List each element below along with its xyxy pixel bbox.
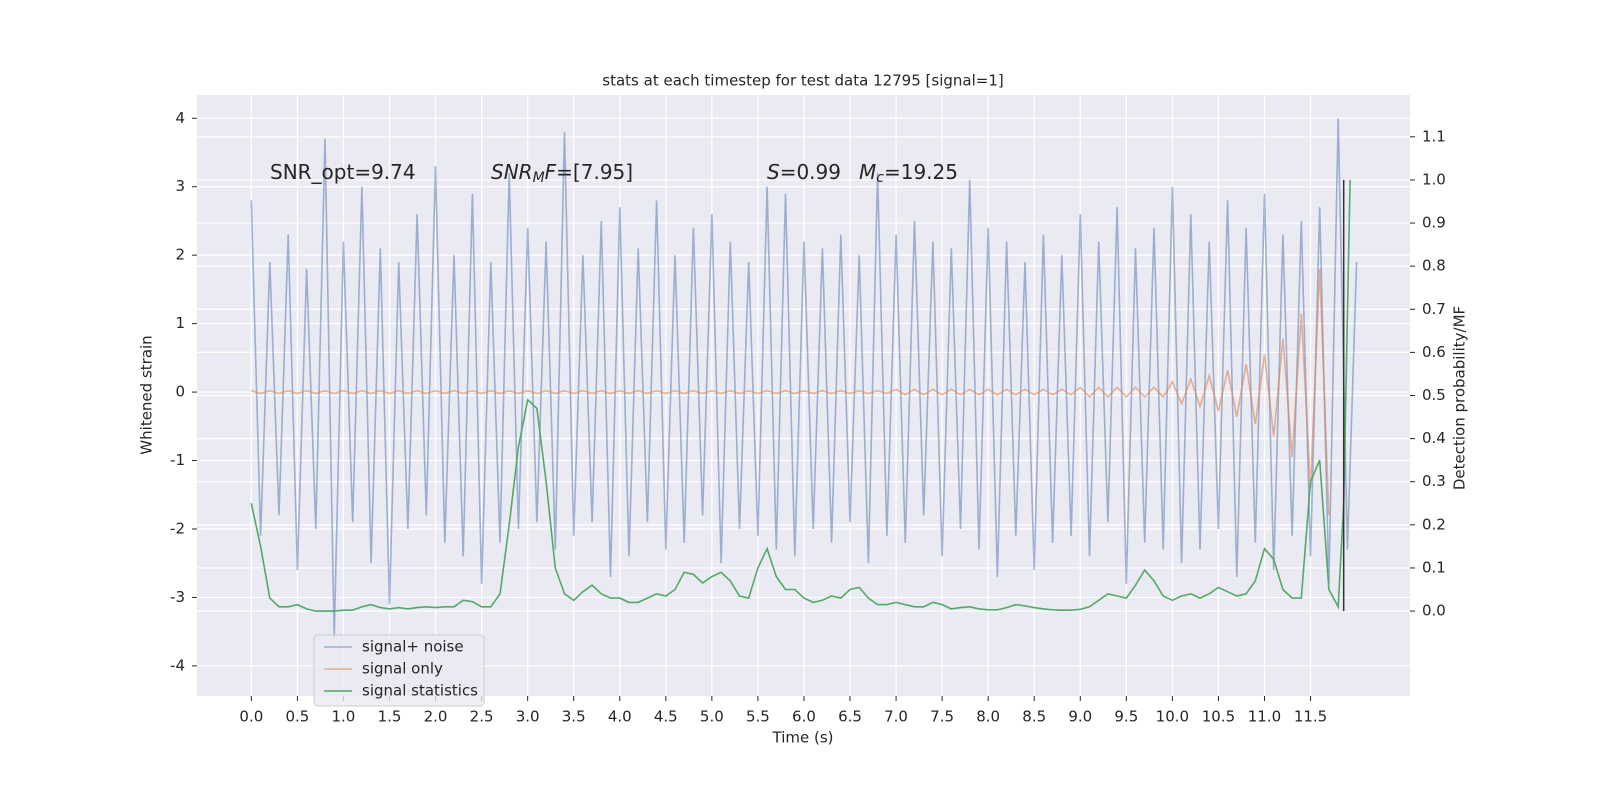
y-tick-label: 1 — [175, 314, 185, 332]
axes: 0.0 0.5 1.0 1.5 2.0 2.5 3.0 3.5 4.0 4.5 5.0 5.5 6.0 6… — [170, 109, 1446, 726]
x-tick-label: 8.5 — [1022, 708, 1046, 726]
annotation: SNRMF=[7.95] — [491, 160, 633, 187]
y-tick-label: -4 — [170, 656, 185, 674]
x-tick-label: 10.0 — [1156, 708, 1189, 726]
x-tick-label: 10.5 — [1202, 708, 1235, 726]
x-tick-label: 1.0 — [332, 708, 356, 726]
annotations: SNR_opt=9.74 SNRMF=[7.95] S=0.99 Mc=19.25 — [270, 160, 958, 187]
y2-tick-label: 0.5 — [1422, 386, 1446, 404]
x-tick-label: 4.0 — [608, 708, 632, 726]
x-tick-label: 1.5 — [378, 708, 402, 726]
legend-label: signal+ noise — [362, 638, 464, 656]
y-tick-label: 3 — [175, 177, 185, 195]
annotation-part: =[7.95] — [556, 160, 633, 184]
x-tick-label: 0.0 — [239, 708, 263, 726]
x-tick-label: 2.5 — [470, 708, 494, 726]
x-tick-label: 5.5 — [746, 708, 770, 726]
x-tick-label: 6.0 — [792, 708, 816, 726]
x-axis-label: Time (s) — [772, 729, 834, 747]
annotation-part: SNR — [491, 160, 533, 184]
chart-title: stats at each timestep for test data 127… — [602, 72, 1003, 90]
legend-label: signal statistics — [362, 682, 478, 700]
legend-label: signal only — [362, 660, 443, 678]
y-axis-label: Whitened strain — [138, 335, 156, 454]
annotation: S=0.99 — [767, 160, 841, 184]
y2-tick-label: 0.8 — [1422, 257, 1446, 275]
annotation-part: =0.99 — [780, 160, 841, 184]
annotation-part: M — [533, 170, 545, 186]
legend: signal+ noise signal only signal statistic… — [313, 634, 485, 707]
y2-tick-label: 0.7 — [1422, 300, 1446, 318]
y-tick-label: 0 — [175, 383, 185, 401]
y2-tick-label: 1.1 — [1422, 127, 1446, 145]
x-tick-label: 3.0 — [516, 708, 540, 726]
x-tick-label: 5.0 — [700, 708, 724, 726]
annotation-part: F — [545, 160, 557, 184]
annotation-part: SNR_opt=9.74 — [270, 160, 416, 184]
x-tick-label: 11.0 — [1248, 708, 1281, 726]
y2-tick-label: 0.9 — [1422, 214, 1446, 232]
series-line — [250, 179, 1351, 612]
x-tick-label: 0.5 — [285, 708, 309, 726]
y-tick-label: 4 — [175, 109, 185, 127]
x-tick-label: 11.5 — [1294, 708, 1327, 726]
y2-tick-label: 0.4 — [1422, 429, 1446, 447]
annotation: Mc=19.25 — [859, 160, 958, 187]
x-tick-label: 6.5 — [838, 708, 862, 726]
legend-box — [313, 634, 485, 707]
marks — [250, 118, 1358, 639]
x-tick-label: 9.0 — [1068, 708, 1092, 726]
x-tick-label: 3.5 — [562, 708, 586, 726]
x-tick-label: 2.0 — [424, 708, 448, 726]
x-tick-label: 7.0 — [884, 708, 908, 726]
y-tick-label: 2 — [175, 246, 185, 264]
annotation-part: c — [876, 170, 884, 186]
y2-tick-label: 0.2 — [1422, 515, 1446, 533]
annotation-part: M — [859, 160, 876, 184]
series-line — [251, 268, 1330, 516]
annotation-part: =19.25 — [884, 160, 958, 184]
x-tick-label: 9.5 — [1114, 708, 1138, 726]
y-tick-label: -3 — [170, 588, 185, 606]
annotation: SNR_opt=9.74 — [270, 160, 416, 184]
x-tick-label: 4.5 — [654, 708, 678, 726]
y2-tick-label: 0.0 — [1422, 602, 1446, 620]
series-line — [250, 118, 1358, 639]
annotation-part: S — [767, 160, 780, 184]
y-tick-label: -1 — [170, 451, 185, 469]
x-tick-label: 8.0 — [976, 708, 1000, 726]
y2-tick-label: 0.6 — [1422, 343, 1446, 361]
y-tick-label: -2 — [170, 519, 185, 537]
y2-tick-label: 0.1 — [1422, 558, 1446, 576]
y2-axis-label: Detection probability/MF — [1451, 306, 1469, 490]
y2-tick-label: 1.0 — [1422, 170, 1446, 188]
x-tick-label: 7.5 — [930, 708, 954, 726]
y2-tick-label: 0.3 — [1422, 472, 1446, 490]
